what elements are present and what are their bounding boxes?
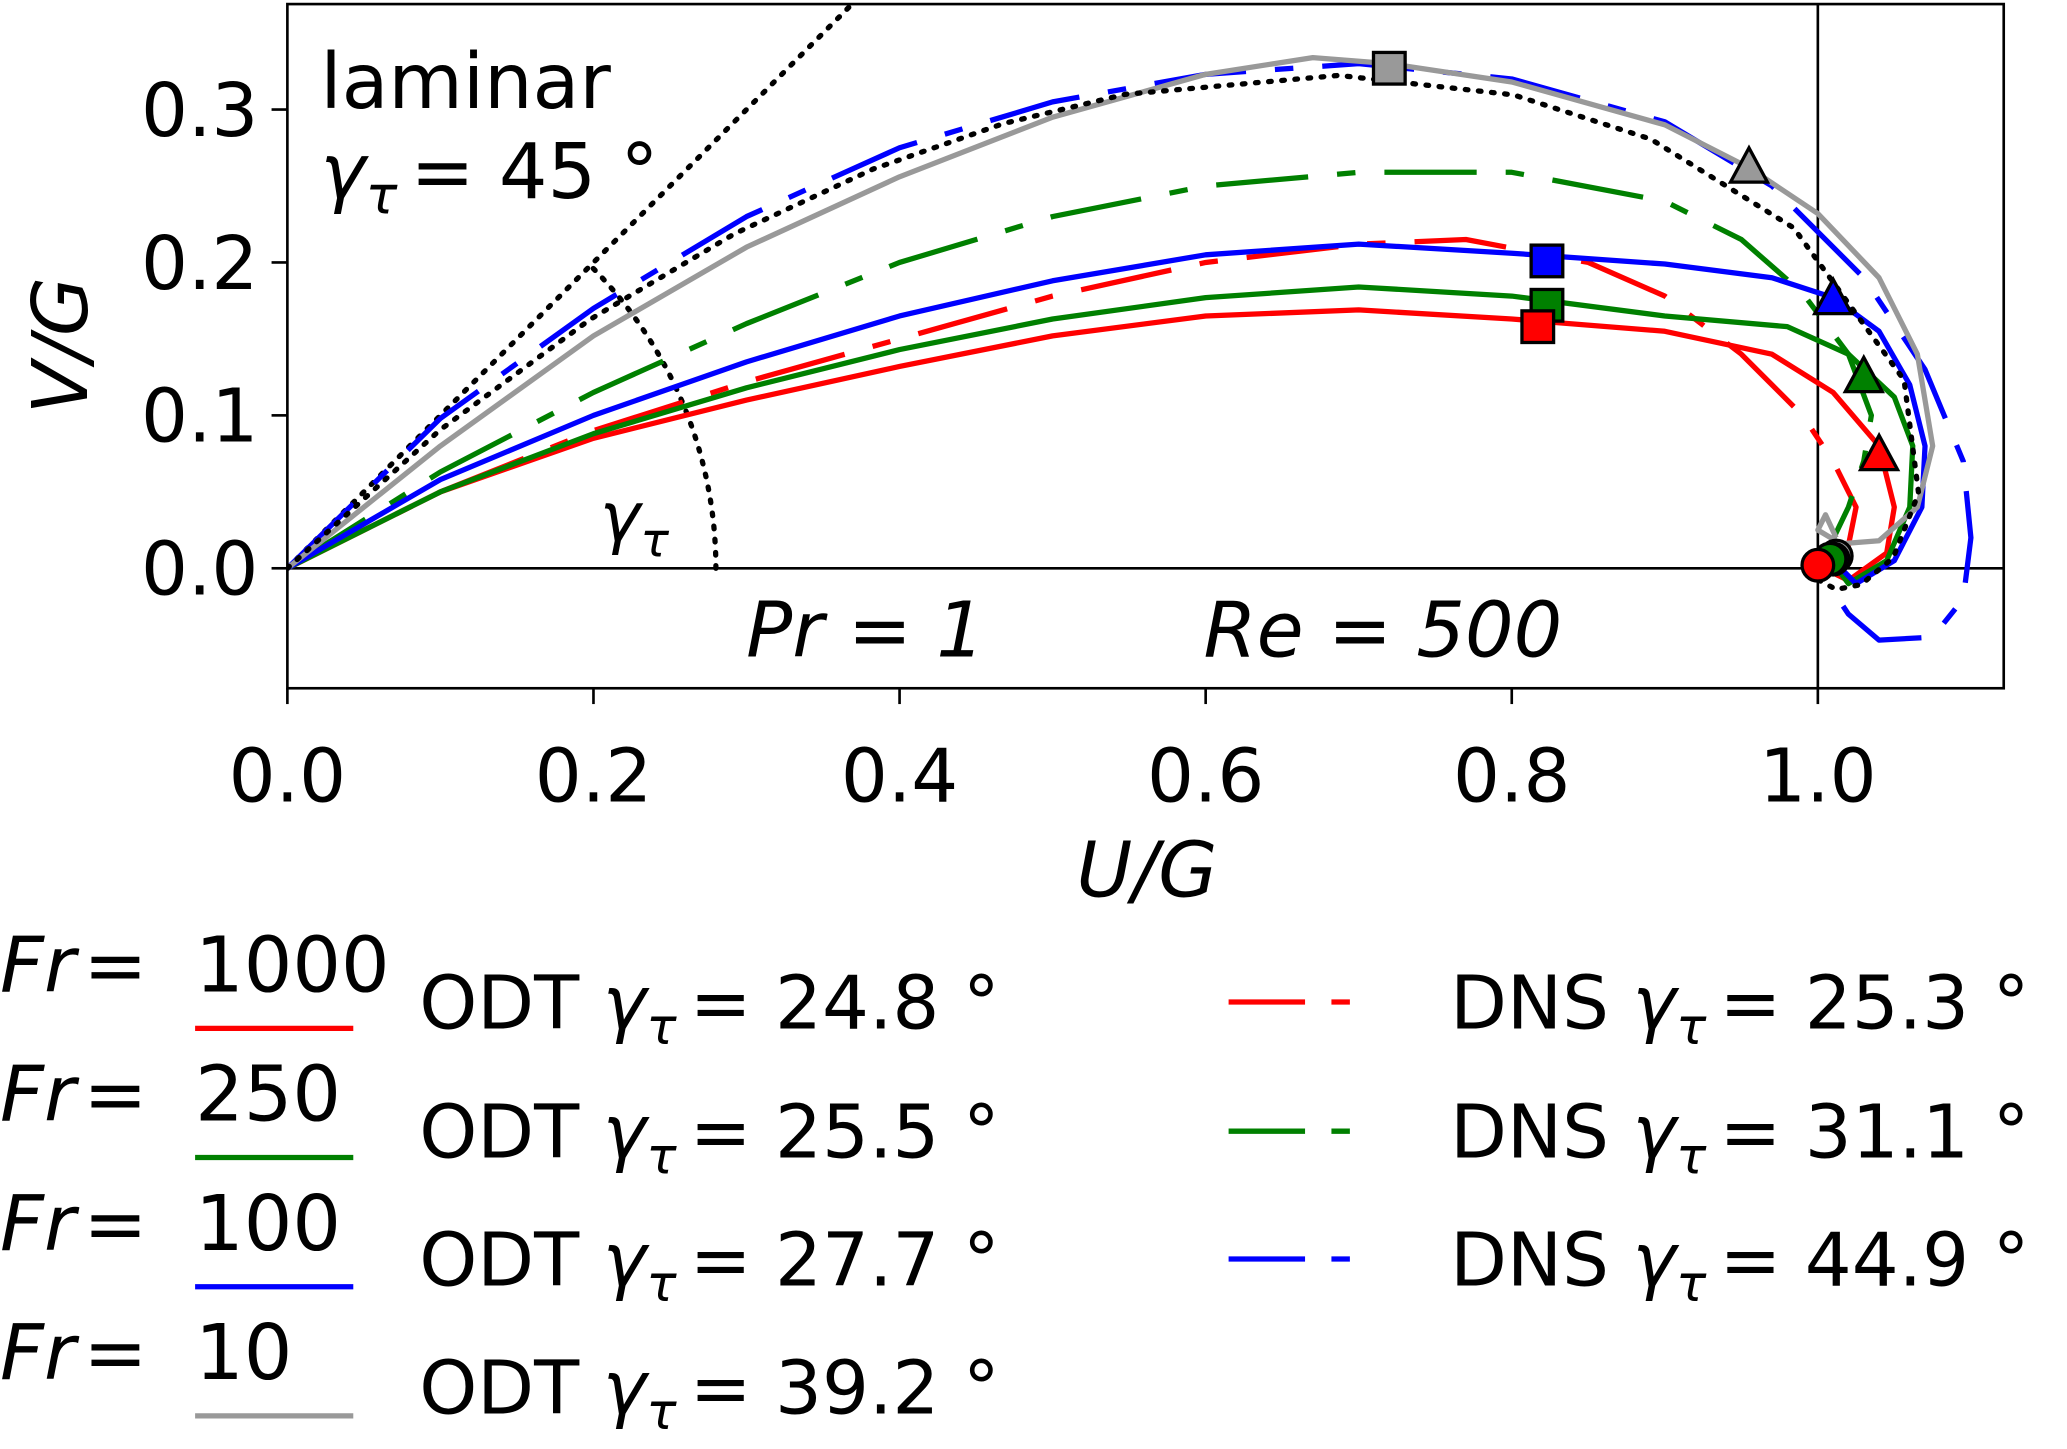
gamma: γ [603,1217,650,1303]
fr-equals: = [83,921,147,1010]
tau: τ [646,1127,677,1185]
angle-value: = 39.2 ° [690,1345,1000,1431]
fr-equals: = [83,1180,147,1269]
legend-odt-entry-fr10: ODT γτ = 39.2 ° [419,1345,1000,1441]
angle-value: = 27.7 ° [690,1217,1000,1303]
legend-dns-entry-fr250: DNS γτ = 31.1 ° [1450,1090,2029,1186]
y-tick-label: 0.0 [141,527,258,613]
series-line-dns-fr250 [287,169,1875,571]
angle-arc [587,262,719,571]
legend-odt-entry-fr250: ODT γτ = 25.5 ° [419,1090,1000,1186]
square-marker-fr100 [1529,243,1565,279]
tau: τ [1676,1127,1707,1185]
legend-dns-entry-fr1000: DNS γτ = 25.3 ° [1450,960,2029,1056]
gamma: γ [1632,1217,1679,1303]
legend-dns-entry-fr100: DNS γτ = 44.9 ° [1450,1217,2029,1313]
tau: τ [646,998,677,1056]
x-tick-label: 0.2 [535,734,652,820]
x-axis-label: U/G [1076,827,1217,916]
legend-fr-label: Fr = 100 [0,1180,341,1269]
x-tick-label: 0.6 [1147,734,1264,820]
fr-equals: = [83,1309,147,1398]
gamma: γ [1632,1090,1679,1176]
laminar-label: laminar [320,38,611,127]
y-axis-label: V/G [17,277,106,414]
triangle-marker-fr100 [1811,275,1855,316]
method: ODT [419,1217,603,1303]
triangle-marker-fr1000 [1857,431,1901,472]
x-tick-label: 0.0 [229,734,346,820]
series-line-odt-fr100 [287,241,1928,587]
plot-area [287,4,2004,689]
angle-value: = 31.1 ° [1719,1090,2029,1176]
fr-symbol: Fr [0,921,80,1010]
prandtl-label: Pr = 1 [746,587,985,676]
y-tick-label: 0.1 [141,374,258,460]
gamma: γ [1632,960,1679,1046]
y-tick-label: 0.3 [141,68,258,154]
square-marker-fr1000 [1520,309,1556,345]
gamma: γ [603,960,650,1046]
series-line-dns-fr1000 [287,236,1859,571]
laminar-line [287,72,1922,593]
method: DNS [1450,960,1632,1046]
fr-equals: = [83,1051,147,1140]
method: ODT [419,1345,603,1431]
y-tick-label: 0.2 [141,221,258,307]
axis-ticks: 0.0 0.2 0.4 0.6 0.8 1.0 0.0 0.1 0.2 0.3 [141,68,1877,820]
fr-symbol: Fr [0,1051,80,1140]
x-tick-label: 0.8 [1453,734,1570,820]
method: ODT [419,1090,603,1176]
tau: τ [646,1383,677,1441]
plot-frame [286,2,2006,690]
tau: τ [646,1255,677,1313]
angle-value: = 44.9 ° [1719,1217,2029,1303]
laminar-angle-label: γτ = 45 ° [320,128,658,227]
fr-value: 10 [195,1309,292,1398]
fr-value: 100 [195,1180,341,1269]
legend-fr-label: Fr = 250 [0,1051,341,1140]
tau: τ [1676,1255,1707,1313]
x-tick-label: 1.0 [1759,734,1876,820]
angle-value: = 24.8 ° [690,960,1000,1046]
angle-value: = 25.3 ° [1719,960,2029,1046]
legend-fr-label: Fr = 10 [0,1309,292,1398]
method: ODT [419,960,603,1046]
fr-value: 1000 [195,921,390,1010]
gamma: γ [603,1090,650,1176]
method: DNS [1450,1090,1632,1176]
method: DNS [1450,1217,1632,1303]
circle-marker-fr1000 [1800,547,1836,583]
fr-symbol: Fr [0,1309,80,1398]
angle-value: = 25.5 ° [690,1090,1000,1176]
legend-odt-entry-fr1000: ODT γτ = 24.8 ° [419,960,1000,1056]
x-tick-label: 0.4 [841,734,958,820]
legend-odt-entry-fr100: ODT γτ = 27.7 ° [419,1217,1000,1313]
fr-value: 250 [195,1051,341,1140]
series-line-odt-fr1000 [287,307,1897,584]
laminar-45deg-line [287,4,856,571]
triangle-marker-fr250 [1842,353,1885,394]
legend-fr-label: Fr = 1000 [0,921,390,1010]
fr-symbol: Fr [0,1180,80,1269]
reynolds-label: Re = 500 [1204,587,1563,676]
plot-content [287,4,2004,689]
series-line-odt-fr10 [287,54,1936,571]
gamma: γ [603,1345,650,1431]
tau: τ [1676,998,1707,1056]
square-marker-fr10 [1371,50,1407,86]
triangle-marker-fr10 [1727,144,1771,184]
arc-angle-label: γτ [600,478,670,569]
